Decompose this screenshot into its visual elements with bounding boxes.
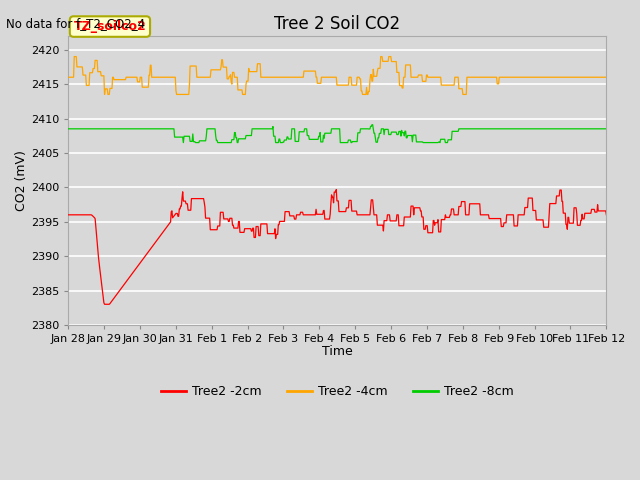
Text: TZ_soilco2: TZ_soilco2	[74, 20, 147, 33]
Legend: Tree2 -2cm, Tree2 -4cm, Tree2 -8cm: Tree2 -2cm, Tree2 -4cm, Tree2 -8cm	[156, 380, 518, 403]
X-axis label: Time: Time	[322, 345, 353, 359]
Title: Tree 2 Soil CO2: Tree 2 Soil CO2	[274, 15, 401, 33]
Y-axis label: CO2 (mV): CO2 (mV)	[15, 150, 28, 211]
Text: No data for f_T2_CO2_4: No data for f_T2_CO2_4	[6, 17, 145, 30]
